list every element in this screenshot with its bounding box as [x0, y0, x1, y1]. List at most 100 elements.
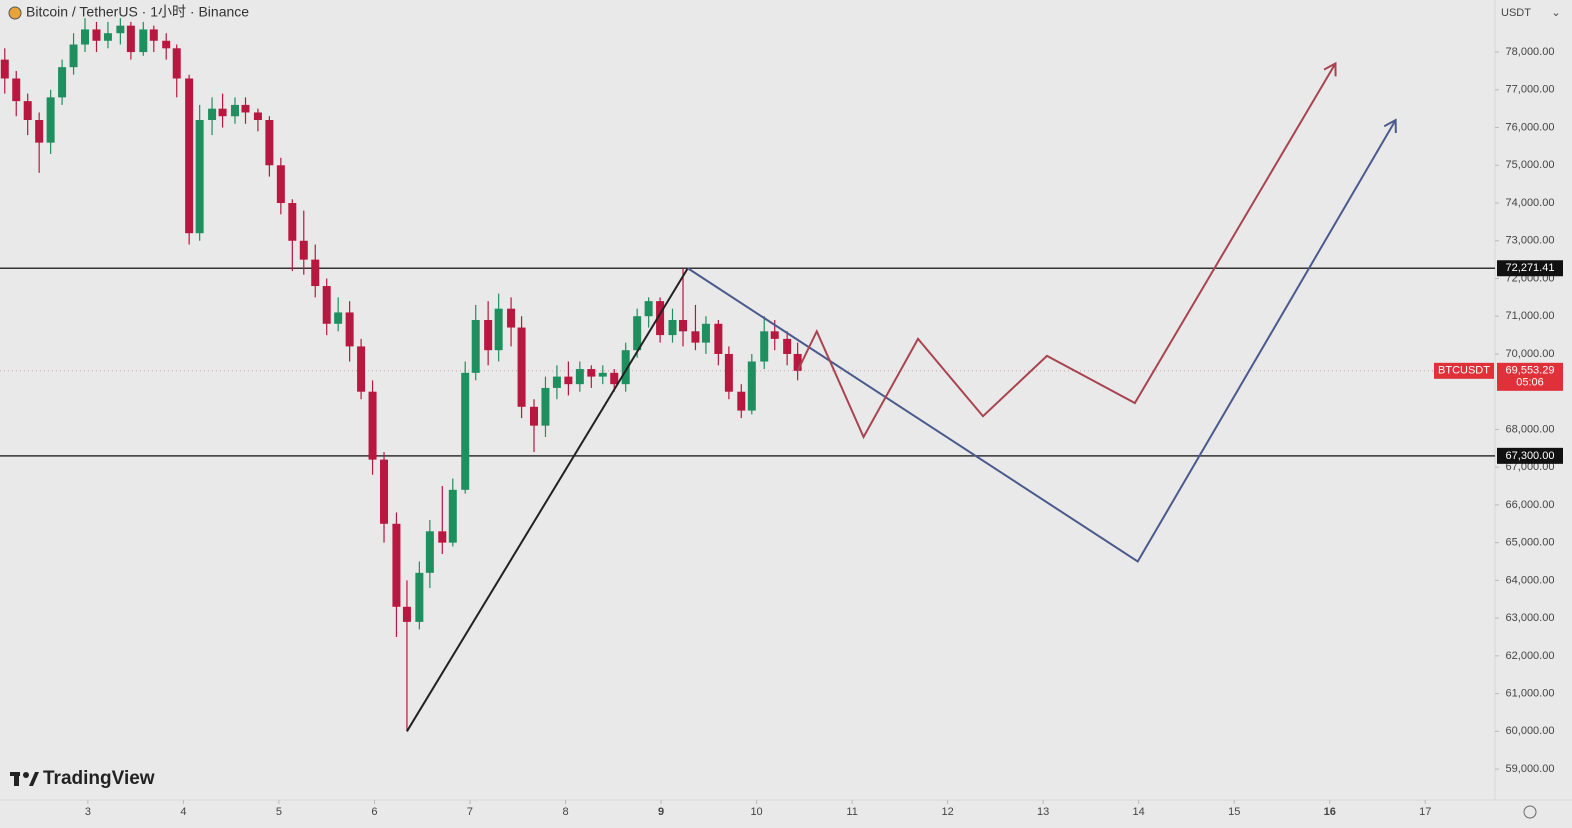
candle-body [23, 101, 32, 120]
candle-body [656, 301, 665, 336]
currency-label[interactable]: USDT [1501, 7, 1531, 19]
candle-body [529, 406, 538, 426]
candle-body [380, 459, 389, 524]
candle-body [610, 372, 619, 385]
logo-mark [23, 772, 29, 778]
brand: TradingView [43, 768, 155, 789]
candle-body [701, 323, 710, 343]
candle-body [621, 350, 630, 385]
y-tick-label: 66,000.00 [1506, 499, 1555, 511]
candles [0, 18, 802, 732]
candle-body [103, 33, 112, 41]
candle-body [471, 320, 480, 373]
candle-body [288, 203, 297, 241]
x-tick-label: 8 [562, 806, 568, 818]
candle-body [517, 327, 526, 407]
price-label: 69,553.29 [1506, 365, 1555, 377]
candle-body [541, 387, 550, 426]
candle-body [564, 376, 573, 385]
candle-body [172, 48, 181, 79]
candle-body [461, 372, 470, 490]
candle-body [402, 606, 411, 622]
y-tick-label: 73,000.00 [1506, 235, 1555, 247]
candle-body [58, 67, 67, 98]
projection-line [687, 119, 1397, 563]
candle-body [714, 323, 723, 354]
settings-icon[interactable] [1523, 805, 1537, 819]
candle-body [644, 301, 653, 317]
candle-body [438, 531, 447, 543]
candle-body [448, 489, 457, 543]
level-badge [1497, 260, 1563, 277]
logo [10, 772, 39, 786]
candle-body [149, 29, 158, 41]
y-tick-label: 74,000.00 [1506, 197, 1555, 209]
x-tick-label: 11 [846, 806, 857, 818]
candle-body [218, 108, 227, 117]
candle-body [770, 331, 779, 339]
candle-body [276, 165, 285, 204]
y-tick-label: 59,000.00 [1506, 763, 1555, 775]
candle-body [311, 259, 320, 287]
candle-body [691, 331, 700, 343]
y-tick-label: 60,000.00 [1506, 725, 1555, 737]
candle-body [253, 112, 262, 120]
candle-body [299, 240, 308, 260]
y-tick-label: 62,000.00 [1506, 650, 1555, 662]
candle-body [357, 346, 366, 392]
x-tick-label: 17 [1419, 806, 1431, 818]
level-label: 67,300.00 [1506, 450, 1555, 462]
candle-body [760, 331, 769, 362]
y-tick-label: 61,000.00 [1506, 687, 1555, 699]
logo-mark [14, 772, 19, 786]
candle-body [368, 391, 377, 460]
x-tick-label: 16 [1324, 806, 1336, 818]
candle-body [92, 29, 101, 41]
candle-body [81, 29, 90, 45]
symbol-label: BTCUSDT [1438, 365, 1490, 377]
candle-body [230, 104, 239, 117]
symbol-icon [8, 6, 22, 20]
y-tick-label: 76,000.00 [1506, 121, 1555, 133]
projection-line [406, 267, 689, 732]
candle-body [747, 361, 756, 411]
currency-dropdown[interactable]: ⌄ [1551, 7, 1560, 19]
candle-body [633, 316, 642, 351]
candle-body [598, 372, 607, 377]
candle-body [679, 320, 688, 332]
y-tick-label: 70,000.00 [1506, 348, 1555, 360]
candle-body [783, 338, 792, 354]
price-badge [1497, 362, 1563, 391]
y-tick-label: 68,000.00 [1506, 423, 1555, 435]
logo-mark [29, 772, 39, 786]
candle-body [552, 376, 561, 388]
y-tick-label: 64,000.00 [1506, 574, 1555, 586]
candle-body [69, 44, 78, 68]
x-tick-label: 5 [276, 806, 282, 818]
chart-title: Bitcoin / TetherUS · 1小时 · Binance [26, 4, 249, 20]
candle-body [587, 369, 596, 377]
candle-body [392, 523, 401, 607]
arrow-head [1383, 118, 1397, 134]
y-tick-label: 78,000.00 [1506, 46, 1555, 58]
candle-body [46, 97, 55, 143]
candle-body [126, 25, 135, 53]
candle-body [737, 391, 746, 411]
candle-body [35, 120, 44, 143]
x-tick-label: 3 [85, 806, 91, 818]
candle-body [185, 78, 194, 234]
candle-body [793, 353, 802, 371]
y-tick-label: 63,000.00 [1506, 612, 1555, 624]
candle-body [322, 286, 331, 324]
x-tick-label: 7 [467, 806, 473, 818]
candle-body [484, 320, 493, 351]
candle-body [195, 120, 204, 234]
countdown-label: 05:06 [1516, 377, 1544, 389]
candle-body [415, 572, 424, 622]
candle-body [334, 312, 343, 324]
y-tick-label: 71,000.00 [1506, 310, 1555, 322]
arrow-head [1323, 61, 1337, 77]
candle-body [724, 353, 733, 392]
